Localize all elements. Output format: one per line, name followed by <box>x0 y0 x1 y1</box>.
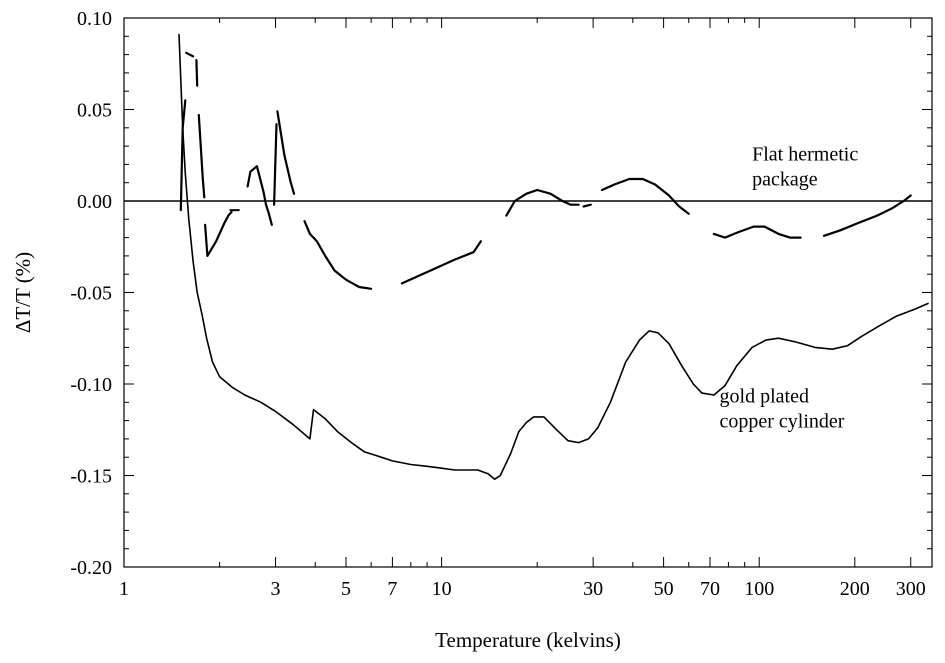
axis-ticks <box>124 18 932 567</box>
dashed-series-segment <box>602 179 689 214</box>
x-tick-label: 200 <box>840 578 870 600</box>
y-axis-title: ΔT/T (%) <box>11 252 35 333</box>
dashed-series-segment <box>402 241 481 283</box>
dashed-series-segment <box>248 166 272 225</box>
x-tick-label: 1 <box>119 578 129 600</box>
x-tick-label: 5 <box>341 578 351 600</box>
y-tick-label: 0.10 <box>77 8 112 30</box>
dashed-series-segment <box>714 227 801 238</box>
x-tick-label: 100 <box>744 578 774 600</box>
dashed-series-segment <box>196 60 197 86</box>
plot-area-frame <box>124 18 932 567</box>
x-tick-label: 3 <box>271 578 281 600</box>
annotation-line: package <box>752 169 818 191</box>
annotation-text: gold plated copper cylinder <box>720 385 845 432</box>
x-tick-label: 10 <box>432 578 452 600</box>
y-tick-label: -0.10 <box>70 374 112 396</box>
axis-tick-labels: 0.10 0.05 0.00 -0.05 -0.10 -0.15 -0.20 1 3 5 7 10 30… <box>70 8 925 600</box>
x-axis-title: Temperature (kelvins) <box>435 628 621 652</box>
annotation-line: Flat hermetic <box>752 144 858 166</box>
annotation-line: gold plated <box>720 385 809 407</box>
dashed-series-segment <box>205 212 231 256</box>
y-tick-label: -0.20 <box>70 557 112 579</box>
x-tick-label: 30 <box>583 578 603 600</box>
dashed-series-segment <box>199 115 205 197</box>
annotation-line: copper cylinder <box>720 410 845 432</box>
x-tick-label: 7 <box>387 578 397 600</box>
dashed-series-segment <box>277 111 294 193</box>
y-tick-label: 0.00 <box>77 191 112 213</box>
dashed-series-segment <box>506 190 578 216</box>
dashed-series-segment <box>305 221 372 289</box>
y-tick-label: 0.05 <box>77 100 112 122</box>
x-tick-label: 300 <box>896 578 926 600</box>
dashed-series-segment <box>186 53 193 57</box>
annotations: Flat hermetic package gold plated copper cy… <box>720 144 859 433</box>
dashed-series-segment <box>584 205 591 207</box>
x-tick-label: 50 <box>654 578 674 600</box>
annotation-text: Flat hermetic package <box>752 144 858 191</box>
x-tick-label: 70 <box>700 578 720 600</box>
y-tick-label: -0.15 <box>70 466 112 488</box>
y-tick-label: -0.05 <box>70 283 112 305</box>
dashed-series-segment <box>274 124 276 205</box>
